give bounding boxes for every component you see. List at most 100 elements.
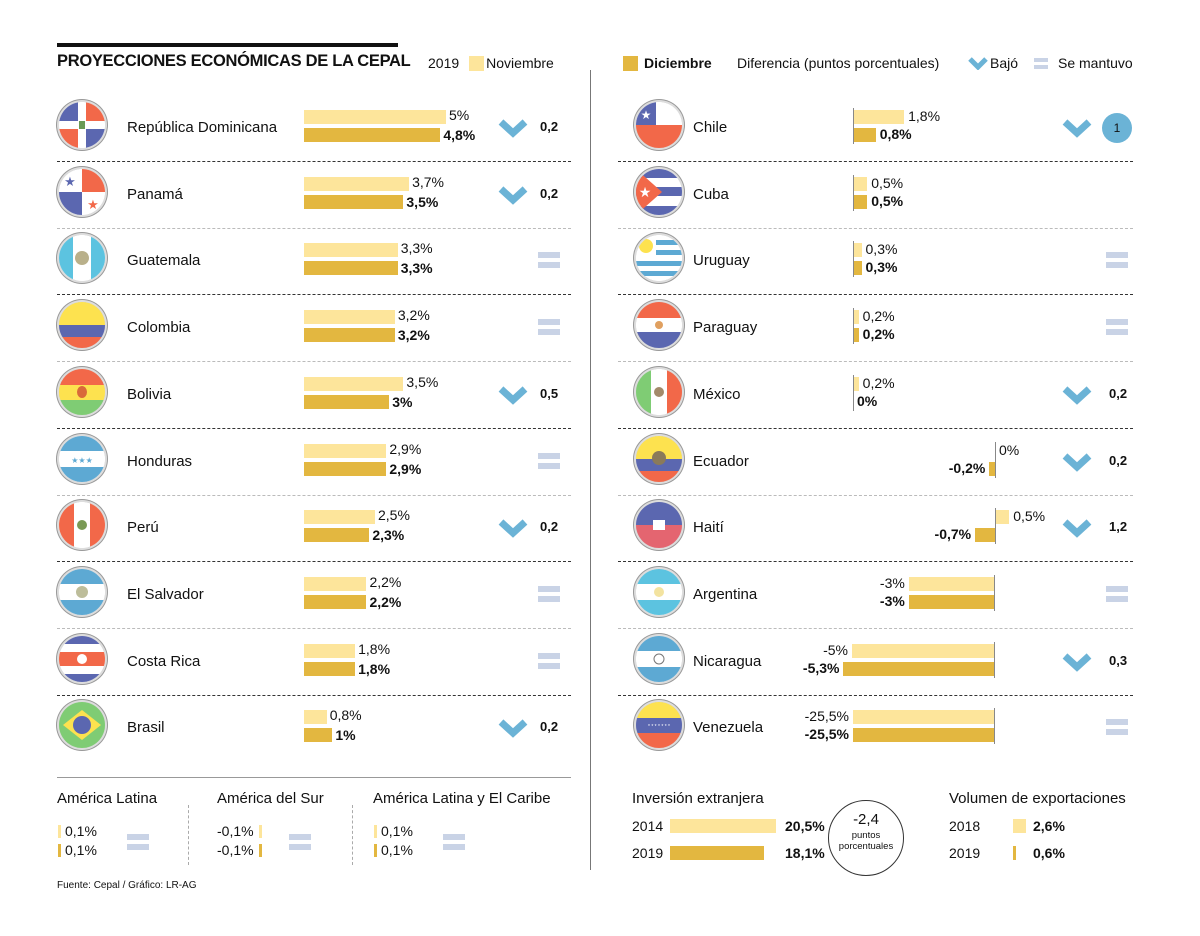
label-december: 2,2%	[369, 593, 402, 610]
flag-icon-cuba: ★	[636, 168, 682, 215]
label-november: 0,3%	[865, 241, 898, 258]
legend-november-label: Noviembre	[486, 55, 554, 71]
row-separator	[57, 561, 571, 563]
bar-december	[843, 661, 994, 676]
country-name: Guatemala	[127, 252, 201, 270]
difference-badge: 1	[1102, 113, 1132, 143]
flag-icon-honduras: ★★★	[59, 435, 105, 482]
country-name: Haití	[693, 519, 724, 537]
zero-axis	[853, 241, 854, 278]
region-title: América Latina y El Caribe	[373, 790, 551, 807]
row-separator	[618, 161, 1133, 162]
bar-november	[304, 243, 398, 258]
region-bar-december	[259, 844, 262, 857]
table-row: Nicaragua -5% -5,3% 0,3	[618, 629, 1133, 696]
flag-icon-costa-rica	[59, 635, 105, 682]
difference-value: 0,5	[540, 385, 559, 401]
bar-november	[908, 576, 994, 591]
fdi-bar	[670, 819, 776, 833]
flag-icon-bolivia	[59, 368, 105, 415]
flag-icon-republica-dominicana	[59, 102, 105, 148]
bar-november	[853, 243, 862, 258]
table-row: Colombia 3,2% 3,2%	[57, 295, 571, 363]
chevron-down-icon	[1062, 653, 1092, 672]
row-separator	[618, 227, 1133, 229]
chevron-down-icon	[1062, 386, 1092, 405]
title-rule	[57, 43, 398, 47]
region-bar-december	[374, 844, 377, 857]
equal-icon	[1106, 252, 1128, 269]
table-row: Brasil 0,8% 1% 0,2	[57, 695, 571, 762]
exports-value: 2,6%	[1033, 818, 1065, 834]
legend-same-label: Se mantuvo	[1058, 55, 1133, 71]
country-name: Cuba	[693, 185, 729, 203]
bar-december	[853, 261, 862, 276]
row-separator	[618, 694, 1133, 696]
legend-difference-label: Diferencia (puntos porcentuales)	[737, 55, 940, 71]
flag-icon-chile: ★	[636, 102, 682, 148]
country-name: Brasil	[127, 719, 165, 737]
country-name: Nicaragua	[693, 652, 762, 670]
table-row: Guatemala 3,3% 3,3%	[57, 228, 571, 296]
row-separator	[57, 494, 571, 496]
legend-year: 2019	[428, 55, 460, 71]
zero-axis	[994, 641, 995, 678]
region-title: América Latina	[57, 790, 158, 807]
december-swatch-icon	[623, 55, 638, 71]
region-divider	[352, 805, 353, 865]
legend-difference: Diferencia (puntos porcentuales)	[737, 55, 939, 71]
equal-icon	[1106, 585, 1128, 602]
table-row: * * * * * * * Venezuela -25,5% -25,5%	[618, 695, 1133, 762]
country-name: Colombia	[127, 319, 191, 337]
bar-december	[975, 528, 995, 543]
bar-november	[853, 376, 859, 391]
bar-december	[853, 728, 994, 743]
row-separator	[57, 294, 571, 296]
country-name: República Dominicana	[127, 119, 278, 136]
chevron-down-icon	[498, 719, 528, 739]
label-november: 0,2%	[862, 374, 895, 391]
flag-icon-paraguay	[636, 302, 682, 349]
row-separator	[618, 627, 1133, 629]
zero-axis	[853, 308, 854, 345]
flag-icon-el-salvador	[59, 568, 105, 615]
label-december: 3,3%	[400, 260, 433, 277]
country-name: Argentina	[693, 585, 758, 603]
bar-november	[853, 310, 859, 325]
equal-icon	[538, 452, 560, 469]
legend-down-label: Bajó	[990, 55, 1019, 71]
bar-december	[304, 328, 395, 343]
label-december: -5,3%	[802, 659, 840, 676]
row-separator	[618, 427, 1133, 429]
label-december: 3,2%	[397, 327, 430, 344]
chevron-down-icon	[498, 119, 528, 138]
row-separator	[57, 361, 571, 363]
label-november: 0,5%	[871, 174, 904, 191]
label-november: -3%	[879, 574, 905, 591]
label-november: 1,8%	[358, 640, 391, 657]
label-november: 3,7%	[412, 173, 444, 190]
region-bar-november	[259, 825, 262, 838]
chevron-down-icon	[498, 519, 528, 538]
country-name: Uruguay	[693, 252, 750, 270]
chevron-down-icon	[968, 57, 988, 70]
label-november: 0,5%	[1013, 508, 1046, 525]
label-december: 0%	[857, 392, 878, 409]
bar-december	[304, 128, 441, 142]
exports-year: 2019	[949, 845, 981, 861]
equal-icon	[538, 585, 560, 602]
row-separator	[57, 627, 571, 629]
source-footer: Fuente: Cepal / Gráfico: LR-AG	[57, 880, 197, 891]
row-separator	[57, 427, 571, 429]
equal-icon	[1034, 57, 1048, 69]
bar-november	[304, 710, 327, 725]
flag-icon-venezuela: * * * * * * *	[636, 702, 682, 749]
legend-december: Diciembre	[623, 55, 712, 71]
country-name: Panamá	[127, 185, 183, 203]
label-december: 0,2%	[862, 326, 895, 343]
region-bar-december	[58, 844, 61, 857]
label-december: -0,2%	[948, 459, 986, 476]
flag-icon-panama: ★ ★	[59, 168, 105, 215]
svg-text:★: ★	[64, 174, 76, 189]
zero-axis	[994, 574, 995, 611]
